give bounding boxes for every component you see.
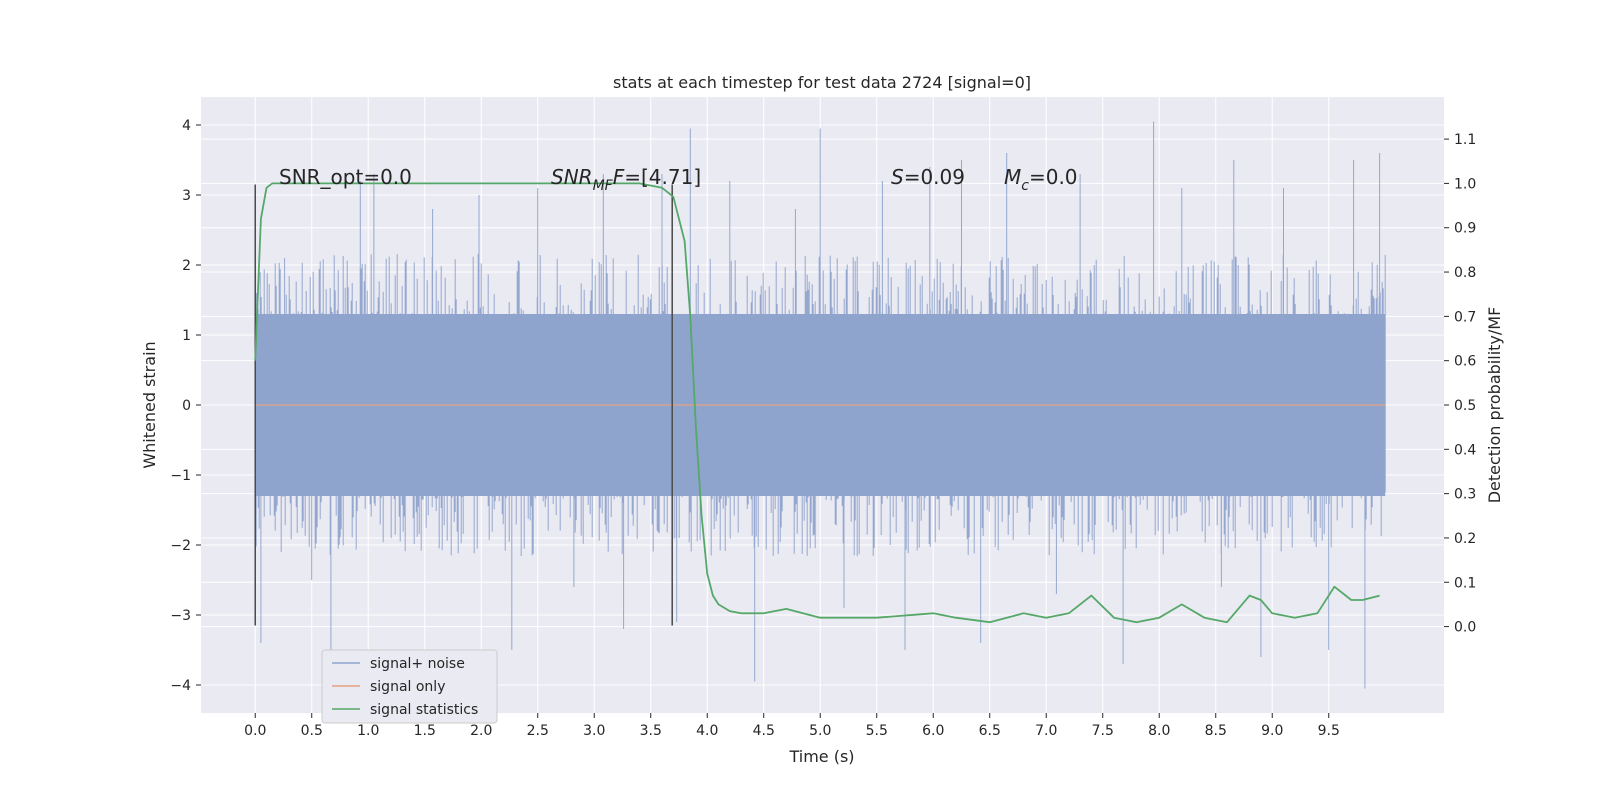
tick-labels: 0.0 0.5 1.0 1.5 2.0 2.5 3.0 3.5 4.0 4.5 5.0 5.5 6.0 6… xyxy=(170,118,1476,739)
y2-tick-label: 0.2 xyxy=(1454,531,1476,547)
legend-label-signal-statistics: signal statistics xyxy=(370,702,478,718)
y-tick-label: 4 xyxy=(182,118,191,134)
chart-title: stats at each timestep for test data 272… xyxy=(613,73,1031,92)
legend-box xyxy=(321,649,498,724)
y2-tick-label: 0.4 xyxy=(1454,442,1476,458)
x-tick-label: 3.0 xyxy=(583,723,605,739)
signal-statistics-series xyxy=(254,182,1380,624)
x-tick-label: 3.5 xyxy=(640,723,662,739)
y-tick-label: 3 xyxy=(182,188,191,204)
y-tick-label: −1 xyxy=(170,468,191,484)
x-tick-label: 2.5 xyxy=(527,723,549,739)
vertical-markers xyxy=(254,184,673,626)
x-tick-label: 0.5 xyxy=(301,723,323,739)
x-tick-label: 9.5 xyxy=(1318,723,1340,739)
y2-tick-label: 0.6 xyxy=(1454,354,1476,370)
x-tick-label: 1.0 xyxy=(357,723,379,739)
y2-tick-label: 0.7 xyxy=(1454,309,1476,325)
x-tick-label: 8.5 xyxy=(1205,723,1227,739)
signal-statistics-line xyxy=(254,182,1380,624)
y2-tick-label: 0.8 xyxy=(1454,265,1476,281)
y-tick-label: −3 xyxy=(170,608,191,624)
x-tick-label: 0.0 xyxy=(244,723,266,739)
x-tick-label: 9.0 xyxy=(1261,723,1283,739)
x-tick-label: 8.0 xyxy=(1148,723,1170,739)
annotation-snr-mf-value: [4.71] xyxy=(641,165,701,189)
x-tick-label: 7.5 xyxy=(1092,723,1114,739)
legend-label-signal-only: signal only xyxy=(370,679,445,695)
x-tick-label: 7.0 xyxy=(1035,723,1057,739)
annotation-snr-mf: SNRMFF=[4.71] xyxy=(551,165,701,194)
annotation-mc-value: =0.0 xyxy=(1029,165,1078,189)
legend-label-signal-noise: signal+ noise xyxy=(370,656,465,672)
x-tick-label: 4.5 xyxy=(753,723,775,739)
x-tick-label: 6.5 xyxy=(979,723,1001,739)
y-tick-label: −2 xyxy=(170,538,191,554)
y-tick-label: 0 xyxy=(182,398,191,414)
x-tick-label: 5.5 xyxy=(866,723,888,739)
y2-tick-label: 0.0 xyxy=(1454,620,1476,636)
x-tick-label: 4.0 xyxy=(696,723,718,739)
y2-tick-label: 0.1 xyxy=(1454,575,1476,591)
y-tick-label: −4 xyxy=(170,678,191,694)
y2-tick-label: 0.9 xyxy=(1454,221,1476,237)
x-tick-label: 5.0 xyxy=(809,723,831,739)
y-tick-label: 1 xyxy=(182,328,191,344)
y-axis-label: Whitened strain xyxy=(140,341,159,468)
x-tick-label: 1.5 xyxy=(414,723,436,739)
y2-tick-label: 1.0 xyxy=(1454,176,1476,192)
x-tick-label: 2.0 xyxy=(470,723,492,739)
annotation-snr-opt: SNR_opt=0.0 xyxy=(279,165,412,189)
annotation-s: S=0.09 xyxy=(891,165,965,189)
y2-tick-label: 1.1 xyxy=(1454,132,1476,148)
legend: signal+ noise signal only signal statist… xyxy=(321,649,498,724)
y2-axis-label: Detection probability/MF xyxy=(1485,307,1504,504)
annotation-s-value: =0.09 xyxy=(904,165,965,189)
annotation-mc: Mc=0.0 xyxy=(1004,165,1078,194)
y-tick-label: 2 xyxy=(182,258,191,274)
y2-tick-label: 0.5 xyxy=(1454,398,1476,414)
x-axis-label: Time (s) xyxy=(788,747,854,766)
y2-tick-label: 0.3 xyxy=(1454,487,1476,503)
x-tick-label: 6.0 xyxy=(922,723,944,739)
